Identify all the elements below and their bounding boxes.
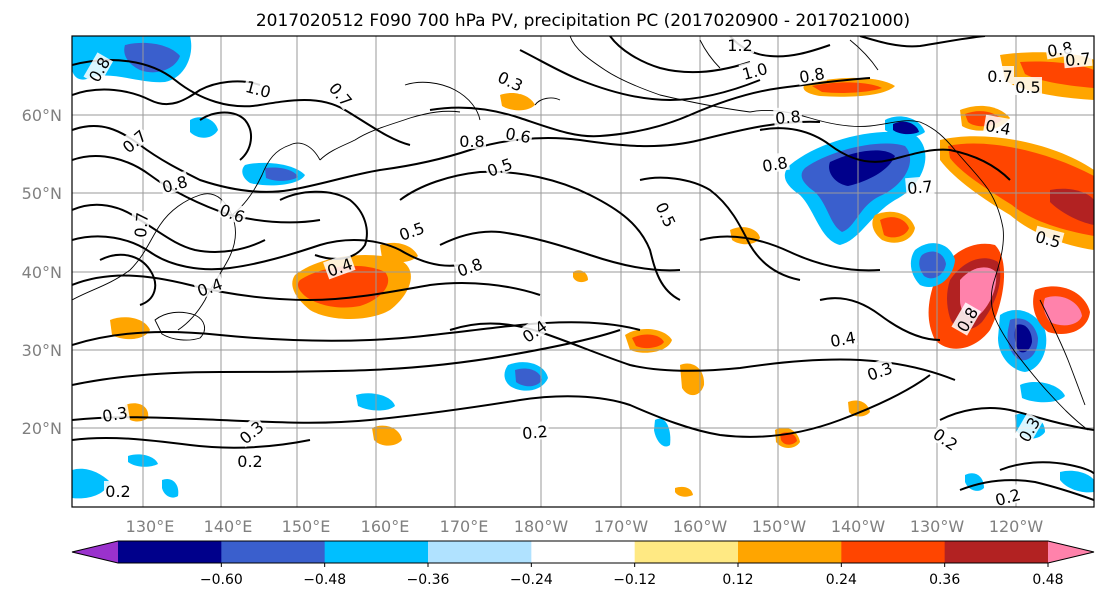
- longitude-tick-label: 130°W: [910, 517, 965, 536]
- colorbar-tick-label: −0.12: [613, 572, 656, 588]
- contour-label: 1.2: [726, 36, 754, 55]
- longitude-tick-label: 140°E: [204, 517, 253, 536]
- colorbar-tick-label: 0.36: [929, 572, 960, 588]
- longitude-tick-label: 170°E: [440, 517, 489, 536]
- colorbar-segment: [324, 541, 429, 563]
- contour-label-text: 0.2: [105, 482, 130, 501]
- contour-label-text: 0.8: [761, 153, 789, 176]
- contour-label-text: 0.5: [1015, 78, 1040, 97]
- contour-label: 0.2: [520, 420, 550, 443]
- contour-label: 0.5: [1032, 225, 1065, 252]
- contour-label: 0.7: [986, 66, 1014, 86]
- contour-label-text: 0.7: [131, 211, 152, 238]
- colorbar-segment: [944, 541, 1049, 563]
- longitude-tick-label: 140°W: [831, 517, 886, 536]
- longitude-tick-label: 150°W: [752, 517, 807, 536]
- longitude-tick-label: 130°E: [126, 517, 175, 536]
- colorbar-segment: [428, 541, 532, 563]
- longitude-tick-label: 180°W: [514, 517, 569, 536]
- contour-label-text: 0.4: [984, 116, 1012, 139]
- longitude-tick-label: 120°W: [989, 517, 1044, 536]
- colorbar-extend-low: [72, 541, 118, 563]
- contour-labels: 0.81.0 0.7 0.31.21.0 0.80.70.80.60.7 0.50.80…: [83, 36, 1093, 510]
- latitude-tick-label: 50°N: [22, 184, 62, 203]
- contour-label: 0.8: [458, 131, 486, 151]
- colorbar-outline: [71, 540, 1095, 564]
- contour-label: 0.8: [773, 105, 803, 128]
- colorbar-segment: [738, 541, 842, 563]
- colorbar-tick-label: −0.24: [510, 572, 553, 588]
- contour-label-text: 0.2: [521, 422, 548, 443]
- contour-label-text: 0.8: [459, 132, 484, 151]
- colorbar-segment: [531, 541, 636, 563]
- colorbar-tick-label: 0.12: [722, 572, 753, 588]
- contour-label-text: 0.2: [993, 485, 1023, 510]
- colorbar-tick-label: 0.48: [1032, 572, 1063, 588]
- contour-label-text: 1.2: [727, 36, 752, 55]
- contour-label-text: 0.8: [774, 107, 801, 128]
- contour-label: 0.7: [905, 175, 935, 198]
- colorbar-tick-label: −0.48: [303, 572, 346, 588]
- latitude-tick-label: 20°N: [22, 419, 62, 438]
- contour-label-text: 0.3: [101, 403, 129, 426]
- contour-label: 0.4: [982, 114, 1014, 139]
- colorbar: −0.60 −0.48 −0.36 −0.24 −0.12 0.12 0.24 0.36 0.4…: [71, 540, 1095, 588]
- longitude-tick-label: 170°W: [594, 517, 649, 536]
- contour-label-text: 0.2: [237, 452, 262, 471]
- colorbar-tick-label: 0.24: [826, 572, 857, 588]
- colorbar-tick-label: −0.60: [200, 572, 243, 588]
- contour-label-text: 0.7: [906, 177, 933, 198]
- contour-label-text: 0.4: [829, 328, 857, 351]
- contour-label: 0.4: [827, 326, 859, 351]
- colorbar-segment: [841, 541, 946, 563]
- contour-label: 0.4: [193, 272, 226, 301]
- colorbar-tick-label: −0.36: [407, 572, 450, 588]
- latitude-tick-label: 30°N: [22, 341, 62, 360]
- longitude-axis: 130°E 140°E 150°E 160°E 170°E 180°W 170°W 160°W…: [126, 517, 1044, 536]
- contour-label: 0.6: [502, 122, 534, 147]
- longitude-tick-label: 160°W: [673, 517, 728, 536]
- colorbar-segment: [634, 541, 739, 563]
- contour-label: 0.2: [104, 481, 132, 501]
- contour-label: 0.3: [99, 401, 131, 426]
- contour-label-text: 0.7: [987, 67, 1012, 86]
- contour-label: 0.7: [1063, 47, 1093, 70]
- longitude-tick-label: 160°E: [361, 517, 410, 536]
- contour-label: 0.2: [236, 451, 264, 471]
- latitude-axis: 60°N 50°N 40°N 30°N 20°N: [22, 106, 62, 438]
- latitude-tick-label: 60°N: [22, 106, 62, 125]
- contour-label-text: 0.8: [798, 64, 826, 87]
- colorbar-extend-high: [1048, 541, 1094, 563]
- colorbar-segment: [118, 541, 222, 563]
- contour-label: 0.5: [1014, 77, 1042, 97]
- contour-label-text: 0.7: [1064, 49, 1091, 70]
- longitude-tick-label: 150°E: [282, 517, 331, 536]
- latitude-tick-label: 40°N: [22, 263, 62, 282]
- contour-label: 0.8: [158, 170, 191, 197]
- pv-contours: [72, 36, 1094, 501]
- figure-title: 2017020512 F090 700 hPa PV, precipitatio…: [256, 11, 910, 31]
- map-frame: [71, 35, 1095, 508]
- colorbar-segment: [221, 541, 326, 563]
- contour-label: 0.8: [759, 151, 791, 176]
- contour-label-text: 0.6: [504, 124, 532, 147]
- contour-label: 0.2: [991, 483, 1024, 510]
- map-panel: 0.81.0 0.7 0.31.21.0 0.80.70.80.60.7 0.50.80…: [72, 36, 1094, 510]
- contour-label: 0.7: [129, 210, 152, 240]
- contour-label: 0.8: [796, 62, 828, 87]
